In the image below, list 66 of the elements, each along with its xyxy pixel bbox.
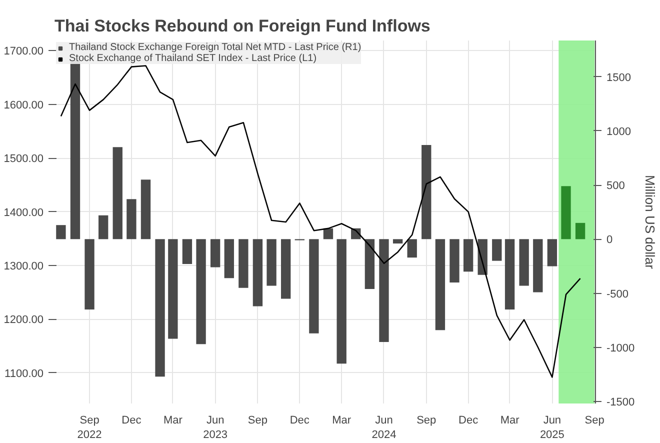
y2-tick-label: 0 (606, 234, 613, 246)
bar (238, 239, 248, 288)
bar (336, 239, 346, 364)
bar (364, 239, 375, 289)
y-tick-label: 1400.00 (4, 206, 44, 219)
bar (56, 225, 66, 240)
y2-tick-label: 1500 (606, 72, 631, 84)
bar (463, 239, 474, 272)
bar (422, 144, 432, 240)
bar (492, 239, 502, 261)
y2-tick-label: -500 (606, 288, 629, 300)
y2-tick-label: -1000 (606, 342, 635, 354)
bar (140, 180, 151, 240)
bar (547, 239, 558, 266)
bar (182, 239, 192, 264)
bar (519, 239, 529, 286)
y2-tick-label: 1000 (606, 126, 631, 138)
bar (392, 239, 403, 244)
bar (280, 239, 291, 299)
bar (84, 239, 94, 310)
y2-tick-label: -1500 (606, 396, 635, 409)
bar (309, 239, 319, 334)
bar (379, 239, 389, 342)
bar (407, 239, 417, 258)
bar (112, 147, 122, 240)
line-series (60, 65, 581, 378)
bar (252, 239, 263, 306)
bar (575, 222, 586, 240)
y-tick-label: 1200.00 (4, 314, 44, 326)
bar (126, 199, 136, 240)
bar (155, 239, 165, 377)
bar (224, 239, 234, 278)
y-tick-label: 1100.00 (4, 368, 44, 380)
x-tick-label: Dec (290, 414, 310, 426)
bar (196, 239, 206, 344)
bar (266, 239, 276, 286)
y-tick-label: 1500.00 (4, 153, 44, 166)
bar (98, 215, 108, 240)
x-tick-label: Sep (584, 414, 604, 426)
chart-title: Thai Stocks Rebound on Foreign Fund Inflows (54, 16, 430, 36)
x-tick-label: Dec (458, 414, 479, 426)
bar (168, 239, 178, 339)
x-tick-label: Mar (163, 414, 183, 426)
legend-label: Stock Exchange of Thailand SET Index - Last Price (L1) (69, 53, 317, 64)
bar (435, 239, 446, 330)
y-tick-label: 1300.00 (4, 260, 44, 272)
bar (561, 186, 571, 240)
y2-tick-label: 500 (606, 180, 625, 192)
x-tick-label: Sep (248, 414, 268, 426)
bar (504, 239, 515, 310)
x-tick-label: Jun 2023 (203, 414, 228, 441)
y-tick-label: 1600.00 (4, 99, 44, 112)
x-tick-label: Sep 2022 (77, 414, 102, 441)
y-tick-label: 1700.00 (4, 46, 44, 58)
y2-axis-title: Million US dollar (642, 175, 658, 270)
x-tick-label: Sep (416, 414, 436, 426)
x-tick-label: Mar (332, 414, 352, 426)
bar (450, 239, 460, 282)
legend-label: Thailand Stock Exchange Foreign Total Net MTD - Last Price (R1) (69, 42, 362, 53)
x-tick-label: Jun 2025 (540, 414, 564, 441)
x-tick-label: Mar (500, 414, 520, 426)
bar (323, 228, 334, 240)
bar (210, 239, 220, 268)
bar (533, 239, 543, 292)
x-tick-label: Dec (122, 414, 142, 426)
x-tick-label: Jun 2024 (372, 414, 396, 441)
